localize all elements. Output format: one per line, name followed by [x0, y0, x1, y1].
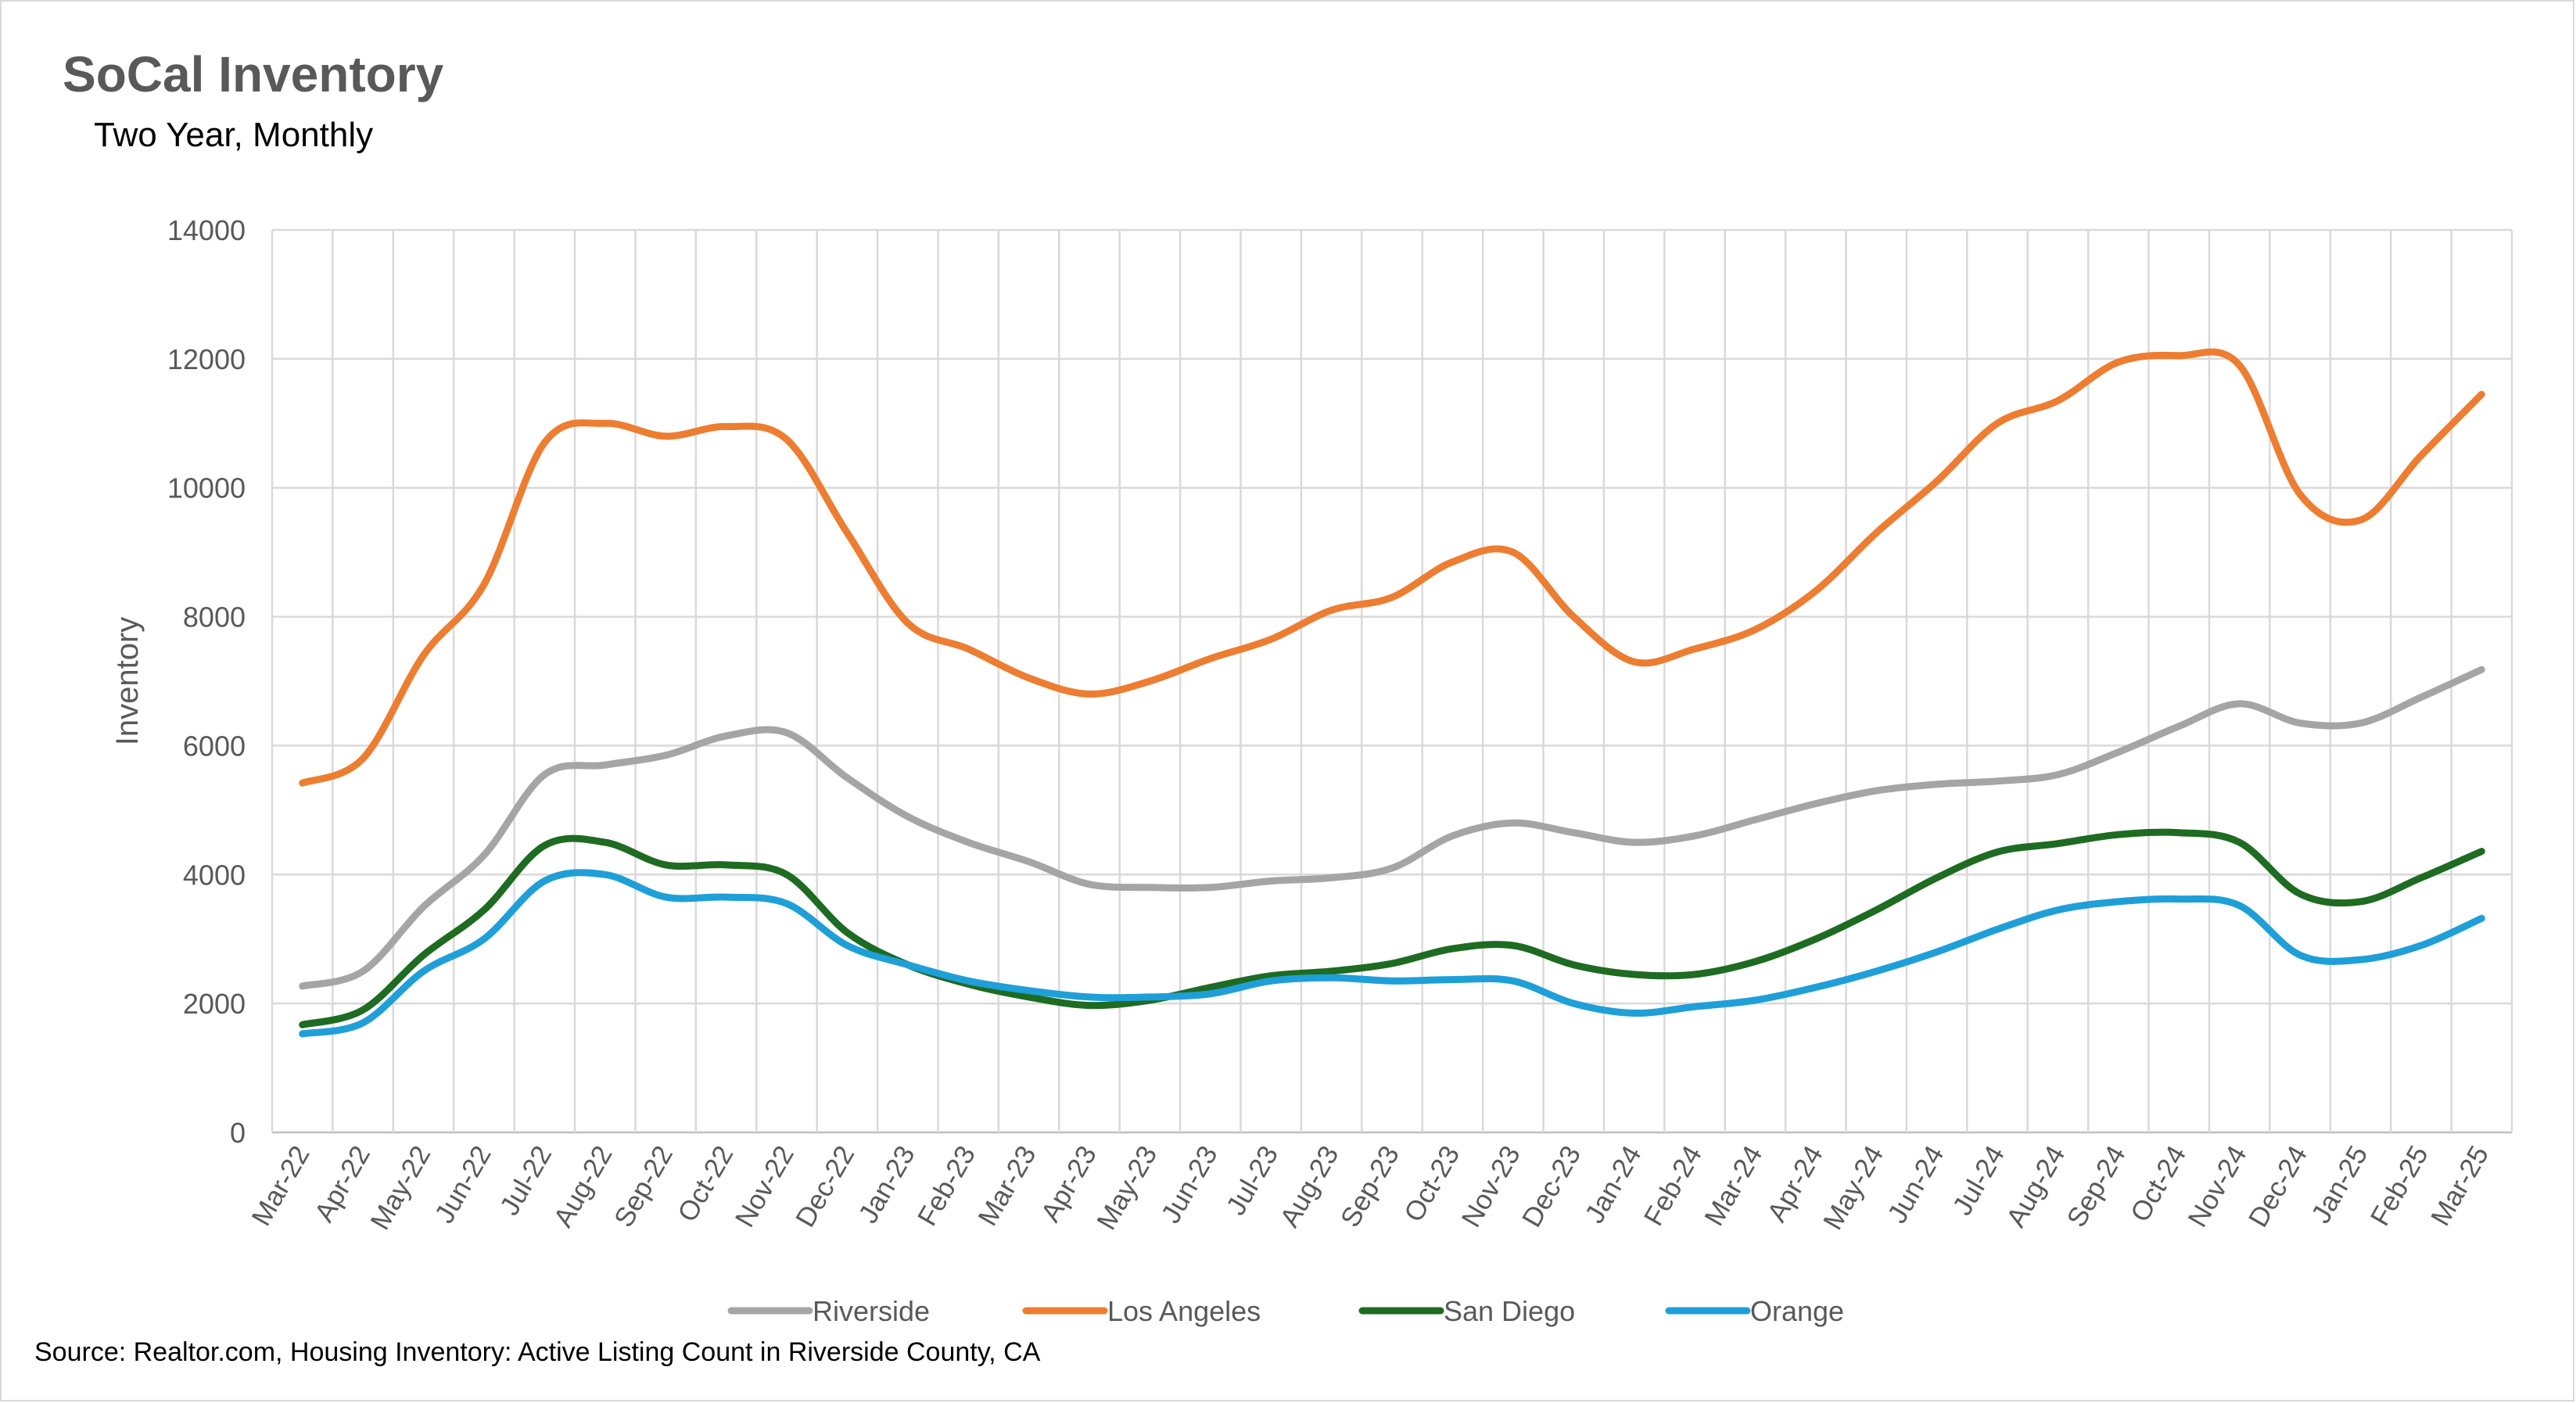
y-tick-label: 4000 [183, 859, 246, 891]
x-tick-label: Dec-24 [2243, 1141, 2313, 1233]
x-tick-label: Sep-24 [2061, 1141, 2132, 1233]
chart-subtitle: Two Year, Monthly [94, 116, 374, 154]
series-line-san-diego [299, 828, 2485, 1028]
y-tick-label: 6000 [183, 730, 246, 762]
series-line-orange [299, 869, 2485, 1038]
x-tick-label: May-23 [1091, 1141, 1163, 1236]
y-axis-label: Inventory [110, 617, 145, 746]
x-tick-label: Mar-23 [972, 1141, 1042, 1232]
x-tick-label: Sep-22 [608, 1141, 679, 1233]
x-tick-label: Aug-23 [1274, 1141, 1344, 1233]
x-tick-label: Nov-22 [730, 1141, 800, 1233]
x-tick-label: Apr-22 [309, 1141, 376, 1227]
x-tick-label: Oct-24 [2125, 1141, 2192, 1227]
series-line-riverside [299, 666, 2485, 990]
x-tick-label: Aug-22 [547, 1141, 618, 1233]
x-tick-label: Jul-22 [494, 1141, 558, 1221]
x-tick-label: Jun-23 [1155, 1141, 1223, 1229]
chart-title: SoCal Inventory [63, 46, 444, 102]
x-tick-label: May-24 [1817, 1141, 1889, 1236]
legend-label-san-diego: San Diego [1444, 1295, 1575, 1327]
x-tick-label: Nov-23 [1456, 1141, 1527, 1233]
x-tick-label: Nov-24 [2182, 1141, 2252, 1233]
source-note: Source: Realtor.com, Housing Inventory: … [34, 1337, 1041, 1367]
legend-label-orange: Orange [1750, 1295, 1844, 1327]
x-tick-label: Sep-23 [1335, 1141, 1405, 1233]
x-tick-label: Jul-24 [1947, 1141, 2011, 1221]
x-tick-label: Dec-23 [1516, 1141, 1587, 1233]
x-tick-label: Jun-22 [429, 1141, 497, 1229]
series-line-los-angeles [299, 348, 2485, 787]
y-tick-label: 0 [230, 1117, 246, 1149]
legend-label-riverside: Riverside [813, 1295, 930, 1327]
y-tick-label: 2000 [183, 988, 246, 1020]
x-tick-label: Apr-24 [1761, 1141, 1828, 1227]
x-tick-label: May-22 [364, 1141, 436, 1236]
x-tick-label: Jan-24 [1579, 1141, 1647, 1229]
x-tick-label: Apr-23 [1035, 1141, 1103, 1227]
x-tick-label: Dec-22 [790, 1141, 860, 1233]
y-tick-label: 10000 [167, 472, 246, 504]
x-tick-label: Feb-24 [1638, 1141, 1708, 1232]
x-tick-label: Aug-24 [2000, 1141, 2071, 1233]
x-tick-label: Mar-25 [2425, 1141, 2495, 1232]
y-tick-label: 12000 [167, 343, 246, 375]
x-tick-label: Jan-25 [2305, 1141, 2373, 1229]
x-tick-label: Oct-22 [672, 1141, 739, 1227]
y-tick-label: 14000 [167, 214, 246, 246]
x-tick-label: Jun-24 [1882, 1141, 1950, 1229]
x-tick-label: Jan-23 [852, 1141, 920, 1229]
x-tick-label: Jul-23 [1221, 1141, 1284, 1221]
legend-label-los-angeles: Los Angeles [1107, 1295, 1261, 1327]
x-tick-label: Mar-24 [1699, 1141, 1768, 1232]
x-tick-label: Feb-25 [2365, 1141, 2434, 1232]
x-tick-label: Mar-22 [246, 1141, 315, 1232]
x-tick-label: Feb-23 [912, 1141, 981, 1232]
y-tick-label: 8000 [183, 601, 246, 633]
x-tick-label: Oct-23 [1398, 1141, 1466, 1227]
